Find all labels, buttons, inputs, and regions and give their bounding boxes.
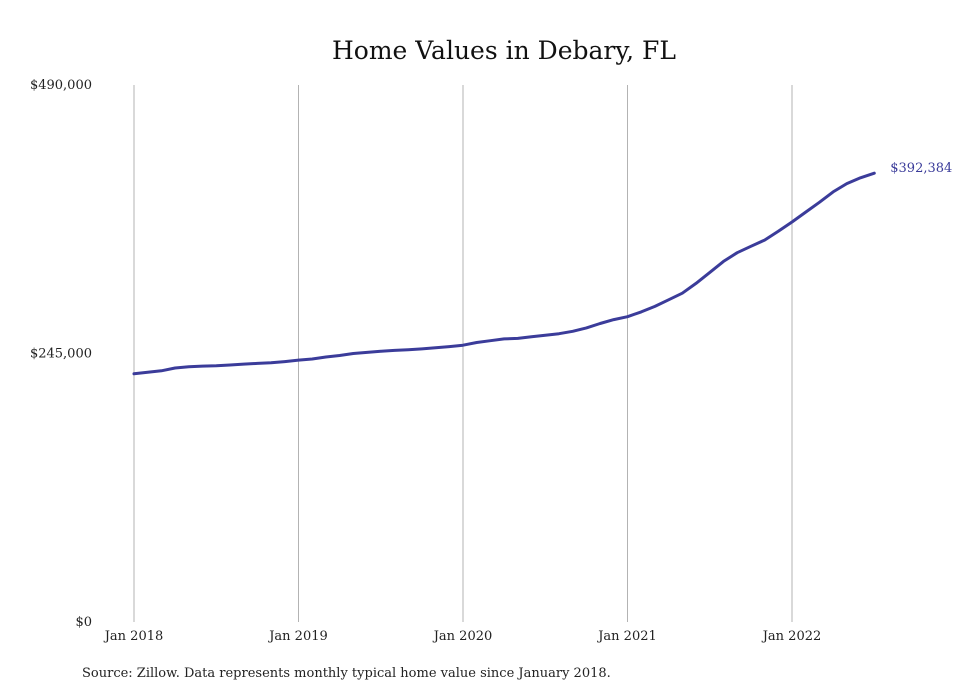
- series-group: [132, 171, 876, 376]
- y-axis-tick-labels: $0 $245,000 $490,000: [30, 78, 92, 630]
- y-tick-label: $490,000: [30, 78, 92, 93]
- x-tick-label: Jan 2020: [432, 629, 493, 644]
- y-tick-label: $245,000: [30, 347, 92, 362]
- x-tick-label: Jan 2022: [761, 629, 822, 644]
- y-tick-label: $0: [75, 615, 92, 630]
- vertical-gridlines: [133, 85, 793, 622]
- x-axis-tick-labels: Jan 2018 Jan 2019 Jan 2020 Jan 2021 Jan 2022: [103, 629, 822, 644]
- source-note: Source: Zillow. Data represents monthly …: [82, 666, 611, 681]
- chart-title: Home Values in Debary, FL: [332, 36, 676, 65]
- x-tick-label: Jan 2018: [103, 629, 164, 644]
- last-value-label: $392,384: [890, 161, 952, 176]
- series-line: [132, 171, 876, 376]
- x-tick-label: Jan 2021: [596, 629, 657, 644]
- x-tick-label: Jan 2019: [267, 629, 328, 644]
